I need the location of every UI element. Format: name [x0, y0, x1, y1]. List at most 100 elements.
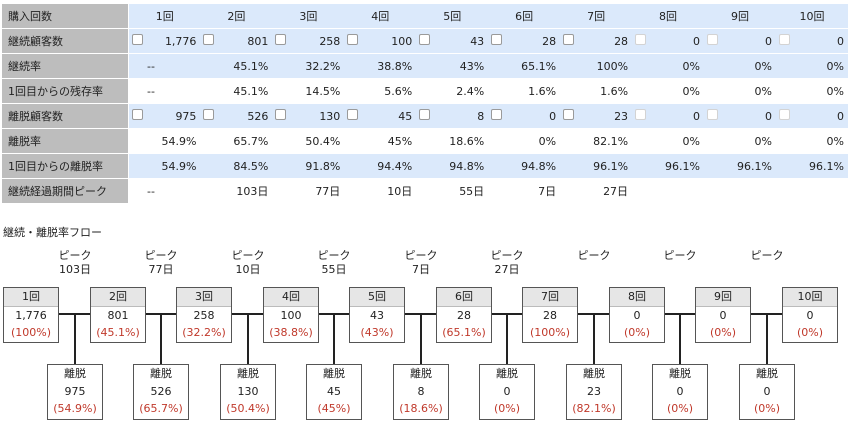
cell-value: 91.8%: [305, 159, 341, 173]
cell-value: 18.6%: [449, 134, 485, 148]
cell-value: --: [147, 59, 155, 73]
select-checkbox[interactable]: [132, 34, 143, 45]
select-checkbox[interactable]: [635, 109, 647, 120]
select-checkbox[interactable]: [563, 109, 575, 120]
stage-label: 8回: [610, 288, 664, 307]
table-cell: 0: [775, 103, 848, 129]
select-checkbox[interactable]: [635, 34, 647, 45]
peak-days: 10日: [235, 263, 261, 276]
select-checkbox[interactable]: [491, 109, 503, 120]
cell-value: 65.1%: [521, 59, 557, 73]
churn-label: 離脱: [307, 365, 361, 383]
stage-label: 4回: [264, 288, 318, 307]
select-checkbox[interactable]: [203, 109, 215, 120]
column-header: 8回: [632, 4, 704, 29]
table-cell: [704, 178, 776, 204]
churn-box: 離脱 975 (54.9%): [47, 364, 103, 420]
peak-annotation: ピーク 103日: [45, 249, 105, 277]
table-cell: 45.1%: [200, 53, 273, 79]
churn-box: 離脱 526 (65.7%): [133, 364, 189, 420]
peak-annotation: ピーク 27日: [477, 249, 537, 277]
select-checkbox[interactable]: [132, 109, 143, 120]
select-checkbox[interactable]: [707, 109, 718, 120]
peak-label: ピーク: [490, 249, 524, 262]
select-checkbox[interactable]: [203, 34, 215, 45]
stage-box: 6回 28 (65.1%): [436, 287, 492, 343]
branch-line: [679, 313, 681, 364]
churn-count: 0: [763, 385, 771, 398]
table-cell: 43: [416, 28, 489, 54]
row-label: 離脱率: [2, 128, 129, 154]
peak-days: 7日: [412, 263, 430, 276]
table-cell: 0%: [775, 128, 848, 154]
churn-percent: (0%): [666, 402, 694, 415]
column-header: 2回: [200, 4, 273, 29]
select-checkbox[interactable]: [419, 34, 431, 45]
stage-percent: (100%): [10, 326, 52, 339]
select-checkbox[interactable]: [275, 34, 287, 45]
table-cell: --: [128, 78, 201, 104]
peak-annotation: ピーク: [737, 249, 797, 277]
churn-percent: (45%): [317, 402, 351, 415]
select-checkbox[interactable]: [778, 109, 790, 120]
churn-box: 離脱 0 (0%): [479, 364, 535, 420]
table-cell: 0: [632, 103, 704, 129]
churn-box: 離脱 8 (18.6%): [393, 364, 449, 420]
peak-label: ピーク: [58, 249, 92, 262]
cell-value: 0%: [682, 134, 700, 148]
table-row: 1回目からの離脱率 54.9% 84.5% 91.8% 94.4% 94.8% 94.8% 9…: [2, 153, 848, 179]
branch-line: [506, 313, 508, 364]
column-header: 3回: [272, 4, 345, 29]
column-header: 9回: [704, 4, 776, 29]
select-checkbox[interactable]: [347, 34, 359, 45]
churn-label: 離脱: [480, 365, 534, 383]
cell-value: 0%: [826, 59, 844, 73]
cell-value: 975: [175, 109, 197, 123]
churn-label: 離脱: [740, 365, 794, 383]
cell-value: 94.8%: [521, 159, 557, 173]
cell-value: 45.1%: [233, 84, 269, 98]
cell-value: 0%: [754, 84, 772, 98]
cell-value: 0%: [826, 84, 844, 98]
select-checkbox[interactable]: [778, 34, 790, 45]
select-checkbox[interactable]: [563, 34, 575, 45]
stage-label: 2回: [91, 288, 145, 307]
churn-label: 離脱: [221, 365, 275, 383]
branch-line: [74, 313, 76, 364]
cell-value: 0%: [682, 59, 700, 73]
select-checkbox[interactable]: [419, 109, 431, 120]
select-checkbox[interactable]: [707, 34, 718, 45]
select-checkbox[interactable]: [347, 109, 359, 120]
table-cell: 130: [272, 103, 345, 129]
stage-count: 1,776: [15, 309, 47, 322]
cell-value: 96.1%: [665, 159, 700, 173]
stage-label: 10回: [783, 288, 837, 307]
cell-value: 45.1%: [233, 59, 269, 73]
select-checkbox[interactable]: [275, 109, 287, 120]
table-cell: 50.4%: [272, 128, 345, 154]
table-cell: 100%: [560, 53, 633, 79]
table-cell: 0: [632, 28, 704, 54]
row-label: 1回目からの残存率: [2, 78, 129, 104]
cell-value: 27日: [603, 185, 629, 198]
stage-count: 28: [543, 309, 557, 322]
stage-label: 9回: [696, 288, 750, 307]
cell-value: 100%: [596, 59, 629, 73]
churn-count: 975: [64, 385, 86, 398]
cell-value: 10日: [387, 185, 413, 198]
stage-box: 10回 0 (0%): [782, 287, 838, 343]
table-cell: 96.1%: [632, 153, 704, 179]
churn-percent: (65.7%): [139, 402, 183, 415]
table-cell: 0: [488, 103, 561, 129]
cell-value: 1,776: [164, 34, 197, 48]
table-cell: 94.8%: [416, 153, 489, 179]
churn-count: 526: [150, 385, 172, 398]
select-checkbox[interactable]: [491, 34, 503, 45]
cell-value: --: [147, 84, 155, 98]
stage-label: 5回: [350, 288, 404, 307]
cell-value: 0: [693, 109, 700, 123]
cell-value: 0: [837, 109, 844, 123]
stage-percent: (38.8%): [269, 326, 313, 339]
cell-value: 2.4%: [456, 84, 485, 98]
column-header: 7回: [560, 4, 633, 29]
